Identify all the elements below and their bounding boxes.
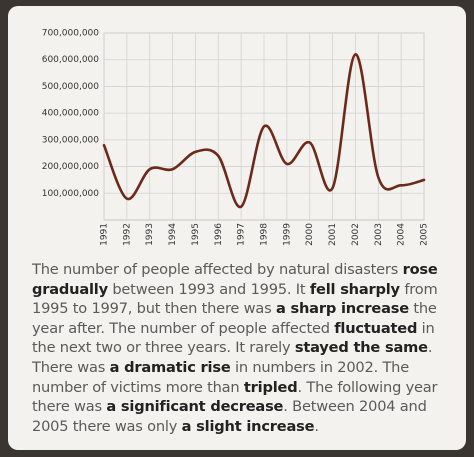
- x-tick-label: 1999: [282, 223, 292, 246]
- y-tick-label: 300,000,000: [42, 135, 100, 145]
- text-run: the year after. The number of people aff…: [32, 300, 437, 337]
- bold-phrase: fluctuated: [334, 319, 418, 337]
- x-tick-label: 1993: [145, 223, 155, 246]
- y-tick-label: 200,000,000: [42, 162, 100, 172]
- bold-phrase: stayed the same: [294, 339, 428, 357]
- text-run: between 1993 and 1995. It: [107, 280, 310, 298]
- x-tick-label: 1998: [260, 223, 270, 246]
- chart: 100,000,000 200,000,000 300,000,000 400,000…: [42, 29, 430, 246]
- bold-phrase: a sharp increase: [275, 300, 409, 318]
- x-tick-label: 2005: [420, 223, 430, 246]
- text-run: The number of people affected by natural…: [32, 261, 403, 278]
- text-run: in the next two or three years. It rarel…: [32, 319, 435, 357]
- y-tick-label: 700,000,000: [42, 29, 100, 39]
- x-tick-label: 1992: [122, 223, 132, 246]
- x-tick-label: 2000: [305, 223, 315, 246]
- bold-phrase: tripled: [243, 378, 298, 396]
- card: 100,000,000 200,000,000 300,000,000 400,000…: [8, 6, 466, 450]
- x-tick-label: 1996: [214, 223, 224, 246]
- bold-phrase: a significant decrease: [106, 398, 284, 416]
- x-tick-label: 1997: [237, 223, 247, 246]
- text-run: . There was: [32, 339, 433, 376]
- x-tick-label: 2002: [351, 223, 361, 246]
- text-run: .: [314, 417, 319, 435]
- y-tick-label: 100,000,000: [42, 189, 100, 199]
- x-tick-label: 1995: [191, 223, 201, 246]
- text-run: . Between 2004 and 2005 there was only: [32, 398, 427, 435]
- x-tick-label: 2004: [397, 223, 407, 246]
- y-tick-label: 500,000,000: [42, 82, 100, 92]
- bold-phrase: a dramatic rise: [109, 358, 231, 376]
- x-tick-label: 2003: [374, 223, 384, 246]
- bold-phrase: rose gradually: [32, 261, 438, 298]
- text-run: from 1995 to 1997, but then there was: [32, 280, 438, 318]
- bold-phrase: fell sharply: [309, 280, 400, 298]
- line: [102, 53, 426, 208]
- y-tick-label: 600,000,000: [42, 55, 100, 65]
- x-tick-label: 1994: [168, 223, 178, 246]
- text-run: . The following year there was: [32, 378, 438, 416]
- bold-phrase: a slight increase: [181, 417, 315, 435]
- x-tick-label: 1991: [100, 223, 110, 246]
- paragraph: The number of people affected by natural…: [32, 260, 446, 436]
- x-tick-label: 2001: [328, 223, 338, 246]
- y-tick-label: 400,000,000: [42, 109, 100, 119]
- text-run: in numbers in 2002. The number of victim…: [32, 358, 410, 396]
